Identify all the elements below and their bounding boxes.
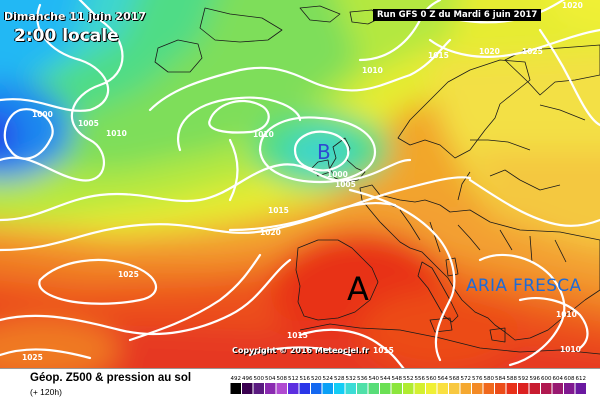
legend-color-swatch [518,383,529,394]
isobar-label: 1025 [522,47,543,56]
legend-tick-label: 552 [403,376,414,382]
legend-tick-label: 524 [323,376,334,382]
legend-tick-label: 516 [300,376,311,382]
legend-tick-label: 544 [380,376,391,382]
legend-color-swatch [426,383,437,394]
forecast-date: Dimanche 11 juin 2017 [4,10,147,23]
legend-color-swatch [345,383,356,394]
legend-tick-label: 496 [242,376,253,382]
legend-color-swatch [368,383,379,394]
legend-tick-label: 556 [415,376,426,382]
legend-color-swatch [276,383,287,394]
legend-color-swatch [230,383,241,394]
color-scale-legend: 492 496 500 504 508 512 516 520 524 528 532 536 540 5… [230,376,587,394]
isobar-label: 1010 [560,345,581,354]
isobar-label: 1015 [373,346,394,355]
isobar-label: 1005 [335,180,356,189]
legend-color-swatch [299,383,310,394]
legend-tick-label: 508 [277,376,288,382]
legend-color-swatch [414,383,425,394]
legend-color-swatch [322,383,333,394]
legend-tick-label: 568 [449,376,460,382]
isobar-label: 1005 [78,119,99,128]
legend-color-swatch [575,383,586,394]
low-pressure-label: B [317,140,331,164]
legend-tick-label: 592 [518,376,529,382]
model-run-label: Run GFS 0 Z du Mardi 6 juin 2017 [373,9,542,21]
copyright-text: Copyright © 2016 Meteociel.fr [232,346,370,355]
legend-tick-label: 520 [311,376,322,382]
legend-tick-label: 528 [334,376,345,382]
legend-color-swatch [265,383,276,394]
legend-tick-label: 540 [369,376,380,382]
legend-tick-label: 492 [231,376,242,382]
legend-tick-label: 588 [507,376,518,382]
legend-tick-label: 532 [346,376,357,382]
isobars [0,0,600,368]
geopotential-color-field [0,0,600,368]
legend-color-swatch [495,383,506,394]
legend-tick-label: 596 [530,376,541,382]
isobar-label: 1020 [562,1,583,10]
legend-color-swatch [449,383,460,394]
legend-tick-label: 572 [461,376,472,382]
forecast-map: 1020 1025 1020 1015 1010 1000 1005 1010 … [0,0,600,368]
isobar-label: 1010 [253,130,274,139]
isobar-label: 1015 [287,331,308,340]
legend-color-swatch [564,383,575,394]
isobar-label: 1000 [32,110,53,119]
legend-tick-label: 576 [472,376,483,382]
legend-tick-label: 560 [426,376,437,382]
legend-color-swatch [472,383,483,394]
legend-color-swatch [552,383,563,394]
high-pressure-label: A [347,270,369,308]
isobar-label: 1025 [22,353,43,362]
legend-tick-label: 584 [495,376,506,382]
legend-color-swatch [334,383,345,394]
isobar-label: 1000 [327,170,348,179]
legend-tick-label: 580 [484,376,495,382]
legend-color-swatch [253,383,264,394]
legend-color-swatch [541,383,552,394]
legend-color-swatch [506,383,517,394]
isobar-label: 1020 [479,47,500,56]
legend-tick-label: 612 [576,376,587,382]
legend-tick-label: 548 [392,376,403,382]
isobar-label: 1015 [268,206,289,215]
legend-color-swatch [311,383,322,394]
forecast-range: (+ 120h) [30,387,62,397]
legend-color-swatch [380,383,391,394]
legend-color-swatch [483,383,494,394]
map-caption: Géop. Z500 & pression au sol [30,372,192,384]
map-annotation: ARIA FRESCA [466,276,582,296]
legend-color-swatch [288,383,299,394]
isobar-label: 1020 [260,228,281,237]
legend-tick-label: 504 [265,376,276,382]
isobar-label: 1010 [362,66,383,75]
legend-color-swatch [460,383,471,394]
isobar-label: 1015 [428,51,449,60]
isobar-label: 1010 [106,129,127,138]
legend-color-swatch [529,383,540,394]
legend-tick-label: 564 [438,376,449,382]
legend-tick-label: 536 [357,376,368,382]
isobar-label: 1010 [556,310,577,319]
coastlines [154,5,600,355]
legend-footer: Géop. Z500 & pression au sol (+ 120h) 49… [0,368,600,401]
legend-color-swatch [357,383,368,394]
legend-color-swatch [391,383,402,394]
legend-tick-label: 608 [564,376,575,382]
legend-tick-label: 600 [541,376,552,382]
isobar-labels: 1020 1025 1020 1015 1010 1000 1005 1010 … [22,1,583,362]
legend-color-swatch [242,383,253,394]
legend-tick-label: 500 [254,376,265,382]
legend-color-swatch [437,383,448,394]
legend-tick-label: 604 [553,376,564,382]
legend-color-swatch [403,383,414,394]
isobar-label: 1025 [118,270,139,279]
legend-tick-label: 512 [288,376,299,382]
forecast-hour: 2:00 locale [14,26,119,46]
